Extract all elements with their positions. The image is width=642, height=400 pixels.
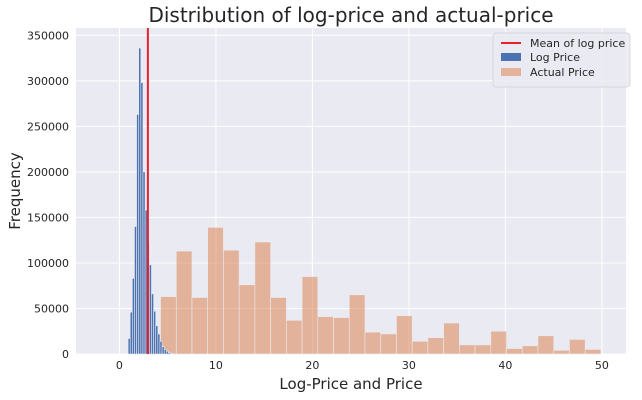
log-price-bar (129, 311, 133, 355)
log-price-bar (170, 353, 173, 355)
log-price-bar (149, 264, 152, 355)
actual-price-bar (490, 330, 507, 355)
y-tick-label: 350000 (27, 29, 69, 42)
y-tick-label: 150000 (27, 211, 69, 224)
actual-price-bar (223, 249, 240, 355)
legend-log-price-swatch (501, 53, 521, 61)
actual-price-bar (254, 241, 271, 355)
actual-price-bar (317, 316, 334, 355)
log-price-bar (151, 293, 154, 355)
y-tick-label: 250000 (27, 120, 69, 133)
actual-price-bar (443, 322, 460, 355)
x-tick-labels: 0 10 20 30 40 50 (116, 359, 609, 372)
log-price-bar (157, 333, 161, 355)
x-tick-label: 40 (498, 359, 512, 372)
actual-price-bar (506, 348, 523, 355)
log-price-bar (155, 325, 159, 355)
legend-mean-label: Mean of log price (530, 37, 625, 50)
actual-price-bar (537, 335, 555, 355)
y-axis-title: Frequency (6, 152, 24, 230)
log-price-bar (132, 278, 135, 355)
legend-log-price-label: Log Price (530, 51, 580, 64)
actual-price-bar (160, 296, 177, 355)
actual-price-bar (270, 297, 287, 355)
log-price-bar (134, 226, 137, 355)
log-price-bar (163, 349, 167, 355)
legend-box (492, 32, 631, 88)
actual-price-bar (553, 350, 570, 355)
actual-price-bar (207, 227, 224, 355)
x-axis-title: Log-Price and Price (279, 375, 422, 393)
actual-price-bar (191, 297, 209, 355)
actual-price-bars (128, 227, 602, 355)
y-tick-label: 100000 (27, 257, 69, 270)
x-tick-label: 30 (402, 359, 416, 372)
actual-price-bar (364, 331, 382, 355)
actual-price-bar (396, 315, 413, 355)
x-tick-label: 20 (305, 359, 319, 372)
actual-price-bar (569, 339, 586, 355)
legend: Mean of log price Log Price Actual Price (492, 32, 631, 88)
actual-price-bar (411, 340, 429, 355)
y-tick-labels: 0 50000 100000 150000 200000 250000 300000 3500… (27, 29, 69, 361)
log-price-bar (168, 352, 171, 355)
y-tick-label: 0 (62, 348, 69, 361)
actual-price-bar (175, 250, 193, 355)
log-price-bar (159, 340, 163, 355)
x-tick-label: 0 (116, 359, 123, 372)
log-price-bar (142, 171, 146, 355)
chart-title: Distribution of log-price and actual-pri… (148, 3, 553, 27)
x-tick-label: 10 (209, 359, 223, 372)
log-price-bars (127, 47, 178, 355)
log-price-bar (136, 114, 140, 355)
actual-price-bar (427, 337, 444, 355)
log-price-bar (161, 346, 165, 355)
actual-price-bar (238, 284, 256, 355)
actual-price-bar (286, 320, 303, 355)
actual-price-bar (301, 276, 319, 355)
log-price-bar (166, 350, 169, 355)
y-tick-label: 50000 (34, 302, 69, 315)
actual-price-bar (584, 349, 602, 355)
log-price-bar (153, 310, 157, 355)
log-price-bar (138, 47, 142, 355)
log-price-bar (140, 82, 144, 355)
log-price-bar (127, 338, 131, 355)
actual-price-bar (380, 333, 397, 355)
legend-actual-price-swatch (501, 68, 521, 76)
y-tick-label: 300000 (27, 75, 69, 88)
actual-price-bar (474, 344, 492, 355)
actual-price-bar (521, 345, 539, 355)
actual-price-bar (459, 344, 476, 355)
x-tick-label: 50 (595, 359, 609, 372)
actual-price-bar (348, 294, 366, 355)
y-tick-label: 200000 (27, 166, 69, 179)
actual-price-bar (333, 317, 350, 355)
legend-actual-price-label: Actual Price (530, 66, 595, 79)
